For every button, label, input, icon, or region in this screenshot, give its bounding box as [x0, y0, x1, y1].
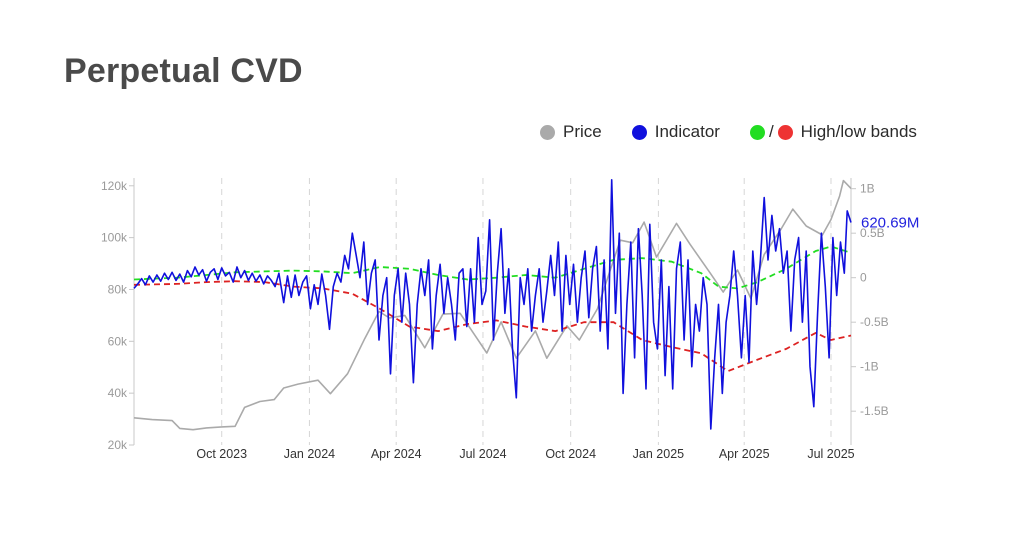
low-band-legend-dot-icon: [777, 124, 793, 140]
indicator-last-value-label: 620.69M: [861, 215, 919, 232]
legend-price-label: Price: [563, 122, 602, 141]
chart-legend: Price Indicator / High/low bands: [540, 122, 917, 142]
left-tick-label: 120k: [101, 179, 128, 193]
left-tick-label: 80k: [108, 282, 128, 296]
legend-indicator-label: Indicator: [654, 122, 720, 141]
x-tick-label: Oct 2023: [196, 447, 247, 461]
chart-series: [133, 179, 852, 431]
legend-item-price[interactable]: Price: [540, 122, 602, 142]
left-tick-label: 20k: [108, 438, 128, 452]
page-title: Perpetual CVD: [64, 52, 303, 90]
right-tick-label: 0.5B: [860, 226, 885, 240]
legend-item-indicator[interactable]: Indicator: [631, 122, 720, 142]
legend-item-bands[interactable]: / High/low bands: [749, 122, 917, 142]
legend-bands-label: High/low bands: [800, 122, 917, 141]
right-tick-label: -1B: [860, 360, 879, 374]
right-tick-label: 1B: [860, 182, 875, 196]
x-tick-label: Jul 2024: [459, 447, 506, 461]
x-tick-label: Jan 2025: [633, 447, 684, 461]
low-band-series-line: [133, 280, 852, 372]
left-tick-label: 100k: [101, 231, 128, 245]
x-tick-label: Oct 2024: [545, 447, 596, 461]
indicator-series-line: [133, 179, 852, 430]
high-band-legend-dot-icon: [749, 124, 765, 140]
x-tick-label: Apr 2024: [371, 447, 422, 461]
indicator-legend-dot-icon: [631, 124, 647, 140]
x-tick-label: Jan 2024: [284, 447, 335, 461]
left-tick-label: 40k: [108, 386, 128, 400]
right-tick-label: -0.5B: [860, 315, 889, 329]
left-tick-label: 60k: [108, 334, 128, 348]
price-legend-dot-icon: [540, 124, 555, 140]
x-tick-label: Apr 2025: [719, 447, 770, 461]
chart-grid: [221, 178, 832, 445]
right-tick-label: -1.5B: [860, 404, 889, 418]
right-tick-label: 0: [860, 271, 867, 285]
high-band-series-line: [133, 245, 852, 290]
x-tick-label: Jul 2025: [807, 447, 854, 461]
legend-slash: /: [768, 122, 774, 141]
chart-labels: Oct 2023 Jan 2024 Apr 2024 Jul 2024 Oct 2024…: [101, 179, 919, 461]
